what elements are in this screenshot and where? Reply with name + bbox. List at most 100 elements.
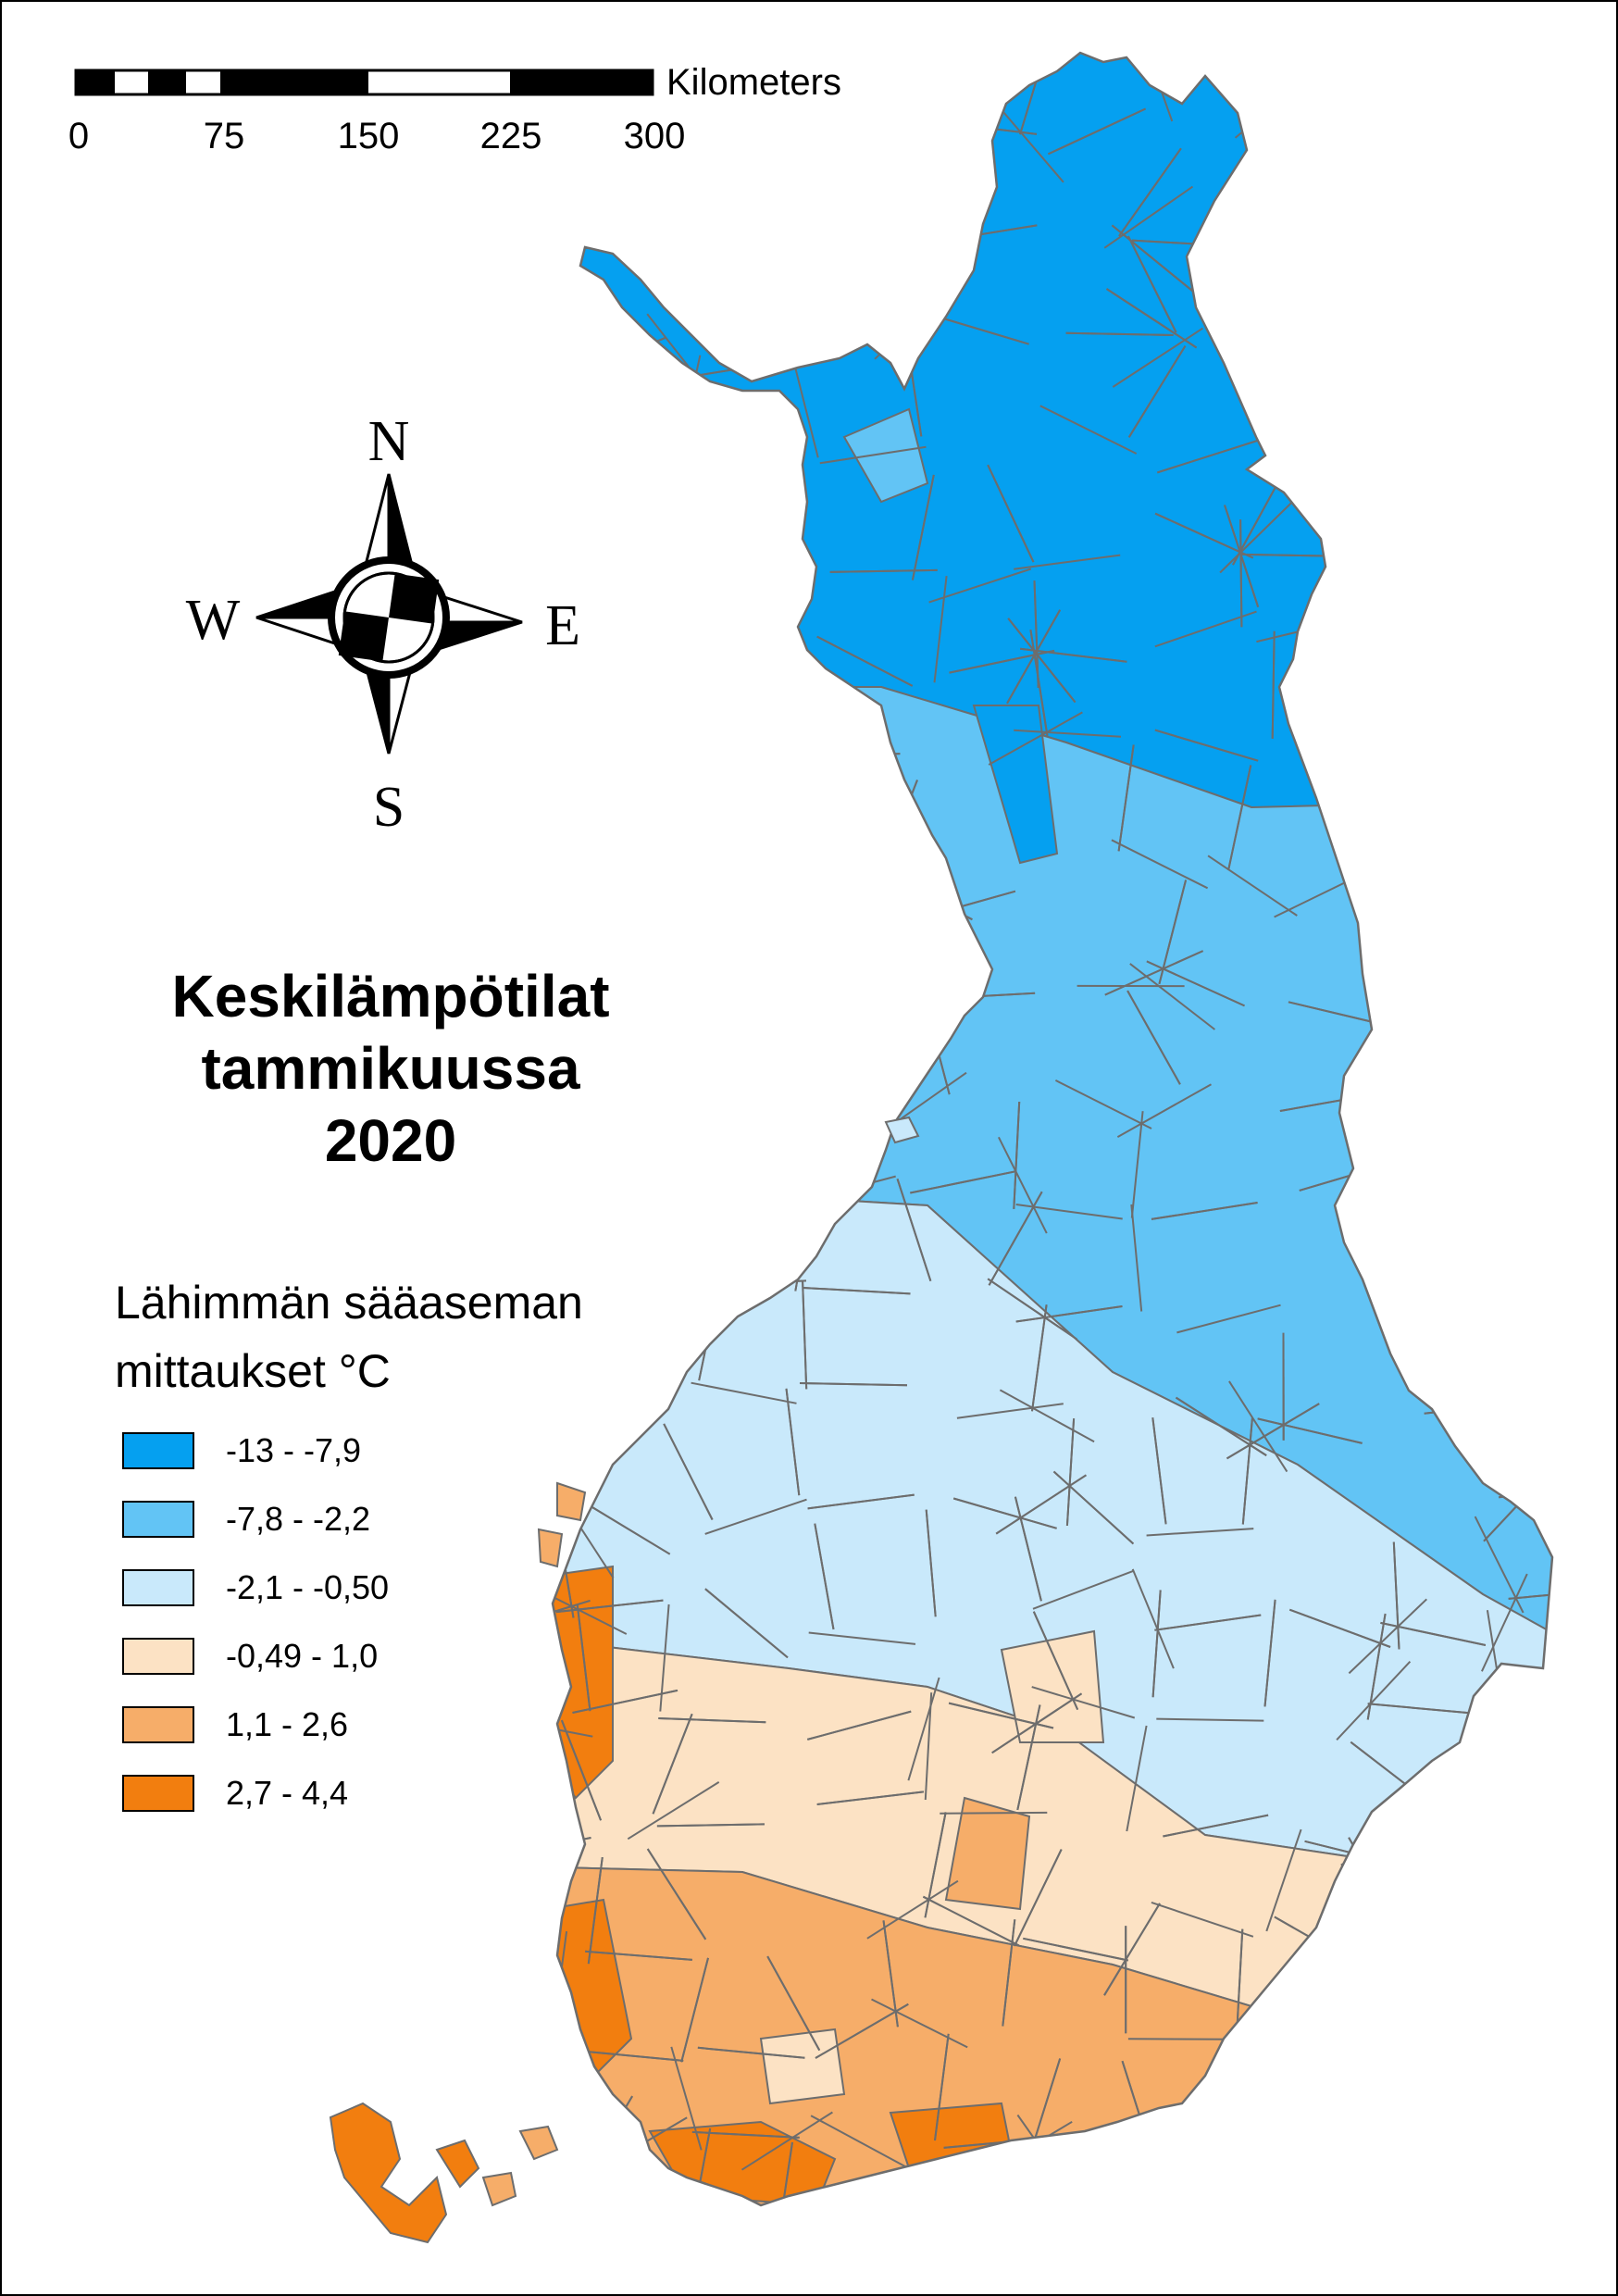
- cell-border: [583, 2060, 593, 2168]
- cell-border: [1488, 419, 1552, 502]
- cell-border: [1014, 554, 1121, 570]
- cell-border: [553, 1171, 572, 1224]
- cell-border: [792, 753, 901, 758]
- legend-label: -7,8 - -2,2: [226, 1500, 371, 1538]
- cell-border: [560, 894, 666, 916]
- cell-border: [1401, 105, 1509, 117]
- cell-border: [766, 1955, 821, 2052]
- cell-border: [1015, 1305, 1123, 1323]
- cell-border: [436, 1423, 543, 1424]
- cell-border: [1126, 1725, 1148, 1832]
- cell-border: [1154, 729, 1259, 762]
- cell-border: [653, 239, 749, 295]
- cell-border: [987, 464, 1035, 563]
- legend-swatch: [122, 1706, 194, 1743]
- cell-border: [1526, 526, 1552, 555]
- cell-border: [785, 1388, 801, 1496]
- cell-border: [925, 1509, 937, 1617]
- cell-border: [807, 1493, 915, 1510]
- cell-border: [1350, 218, 1384, 323]
- cell-border: [553, 1837, 591, 1859]
- cell-border: [1517, 2110, 1552, 2179]
- cell-border: [1116, 1083, 1212, 1138]
- cell-border: [1521, 1894, 1552, 1915]
- compass-icon: [255, 473, 523, 755]
- island: [481, 2171, 517, 2207]
- cell-border: [1388, 757, 1497, 763]
- scale-unit-label: Kilometers: [666, 62, 841, 103]
- cell-border: [911, 474, 935, 580]
- legend-label: -2,1 - -0,50: [226, 1568, 390, 1606]
- cell-border: [952, 1497, 1057, 1529]
- legend-swatch: [122, 1638, 194, 1675]
- cell-border: [1065, 1418, 1076, 1527]
- cell-border: [1391, 576, 1500, 586]
- legend: -13 - -7,9 -7,8 - -2,2 -2,1 - -0,50 -0,4…: [122, 1416, 389, 1828]
- cell-border: [1522, 443, 1552, 461]
- legend-item: 1,1 - 2,6: [122, 1691, 389, 1759]
- cell-border: [1492, 772, 1552, 813]
- cell-border: [680, 1957, 709, 2063]
- cell-border: [1382, 934, 1431, 1033]
- cell-border: [807, 1710, 912, 1741]
- cell-border: [1402, 2152, 1507, 2182]
- cell-border: [577, 2095, 633, 2190]
- cell-border: [1127, 345, 1187, 438]
- cell-border: [1522, 1804, 1552, 1885]
- cell-border: [1163, 1814, 1269, 1838]
- cell-border: [672, 439, 678, 547]
- cell-border: [1525, 349, 1552, 356]
- cell-border: [1392, 666, 1500, 676]
- zone-warmest-coast: [553, 1565, 614, 1800]
- cell-border: [1525, 1726, 1552, 1742]
- cell-border: [1158, 880, 1188, 985]
- cell-border: [1515, 896, 1552, 907]
- cell-border: [922, 221, 935, 330]
- cell-border: [795, 1084, 823, 1190]
- cell-border: [1497, 124, 1552, 154]
- legend-swatch: [122, 1775, 194, 1812]
- cell-border: [704, 1588, 789, 1659]
- cell-border: [1521, 976, 1552, 985]
- cell-border: [988, 711, 1083, 766]
- compass-east-label: E: [545, 594, 580, 657]
- cell-border: [684, 443, 790, 471]
- cell-border: [697, 2046, 805, 2059]
- cell-border: [1014, 1849, 1063, 1947]
- cell-border: [1470, 135, 1512, 237]
- cell-border: [1487, 1166, 1503, 1273]
- scale-tick-300: 300: [624, 116, 686, 156]
- zone-cell: [972, 705, 1059, 865]
- cell-border: [1398, 907, 1406, 1016]
- island: [329, 2102, 448, 2244]
- cell-border: [928, 568, 1032, 604]
- cell-border: [1463, 1816, 1472, 1924]
- cell-border: [1510, 1059, 1552, 1085]
- legend-label: 1,1 - 2,6: [226, 1705, 349, 1743]
- cell-border: [1500, 2095, 1552, 2192]
- cell-border: [1505, 904, 1518, 1012]
- cell-border: [1391, 576, 1500, 586]
- cell-border: [691, 1381, 797, 1404]
- cell-border: [1404, 1154, 1508, 1190]
- cell-border: [896, 1178, 932, 1282]
- cell-border: [1510, 1059, 1552, 1085]
- cell-border: [555, 1599, 664, 1614]
- cell-border: [1154, 1614, 1262, 1631]
- cell-border: [1130, 1204, 1143, 1312]
- cell-border: [684, 443, 790, 471]
- legend-item: -7,8 - -2,2: [122, 1485, 389, 1554]
- cell-border: [1399, 1071, 1413, 1179]
- cell-border: [987, 1278, 1077, 1341]
- cell-border: [587, 1856, 604, 1965]
- cell-border: [1007, 618, 1077, 704]
- cell-border: [676, 355, 702, 461]
- cell-border: [1488, 419, 1552, 502]
- cell-border: [1239, 519, 1243, 628]
- cell-border: [956, 1403, 1064, 1419]
- cell-border: [667, 1236, 748, 1312]
- map-title-line-2: tammikuussa: [201, 1035, 580, 1102]
- cell-border: [1522, 360, 1542, 468]
- legend-swatch: [122, 1501, 194, 1538]
- cell-border: [627, 1781, 720, 1841]
